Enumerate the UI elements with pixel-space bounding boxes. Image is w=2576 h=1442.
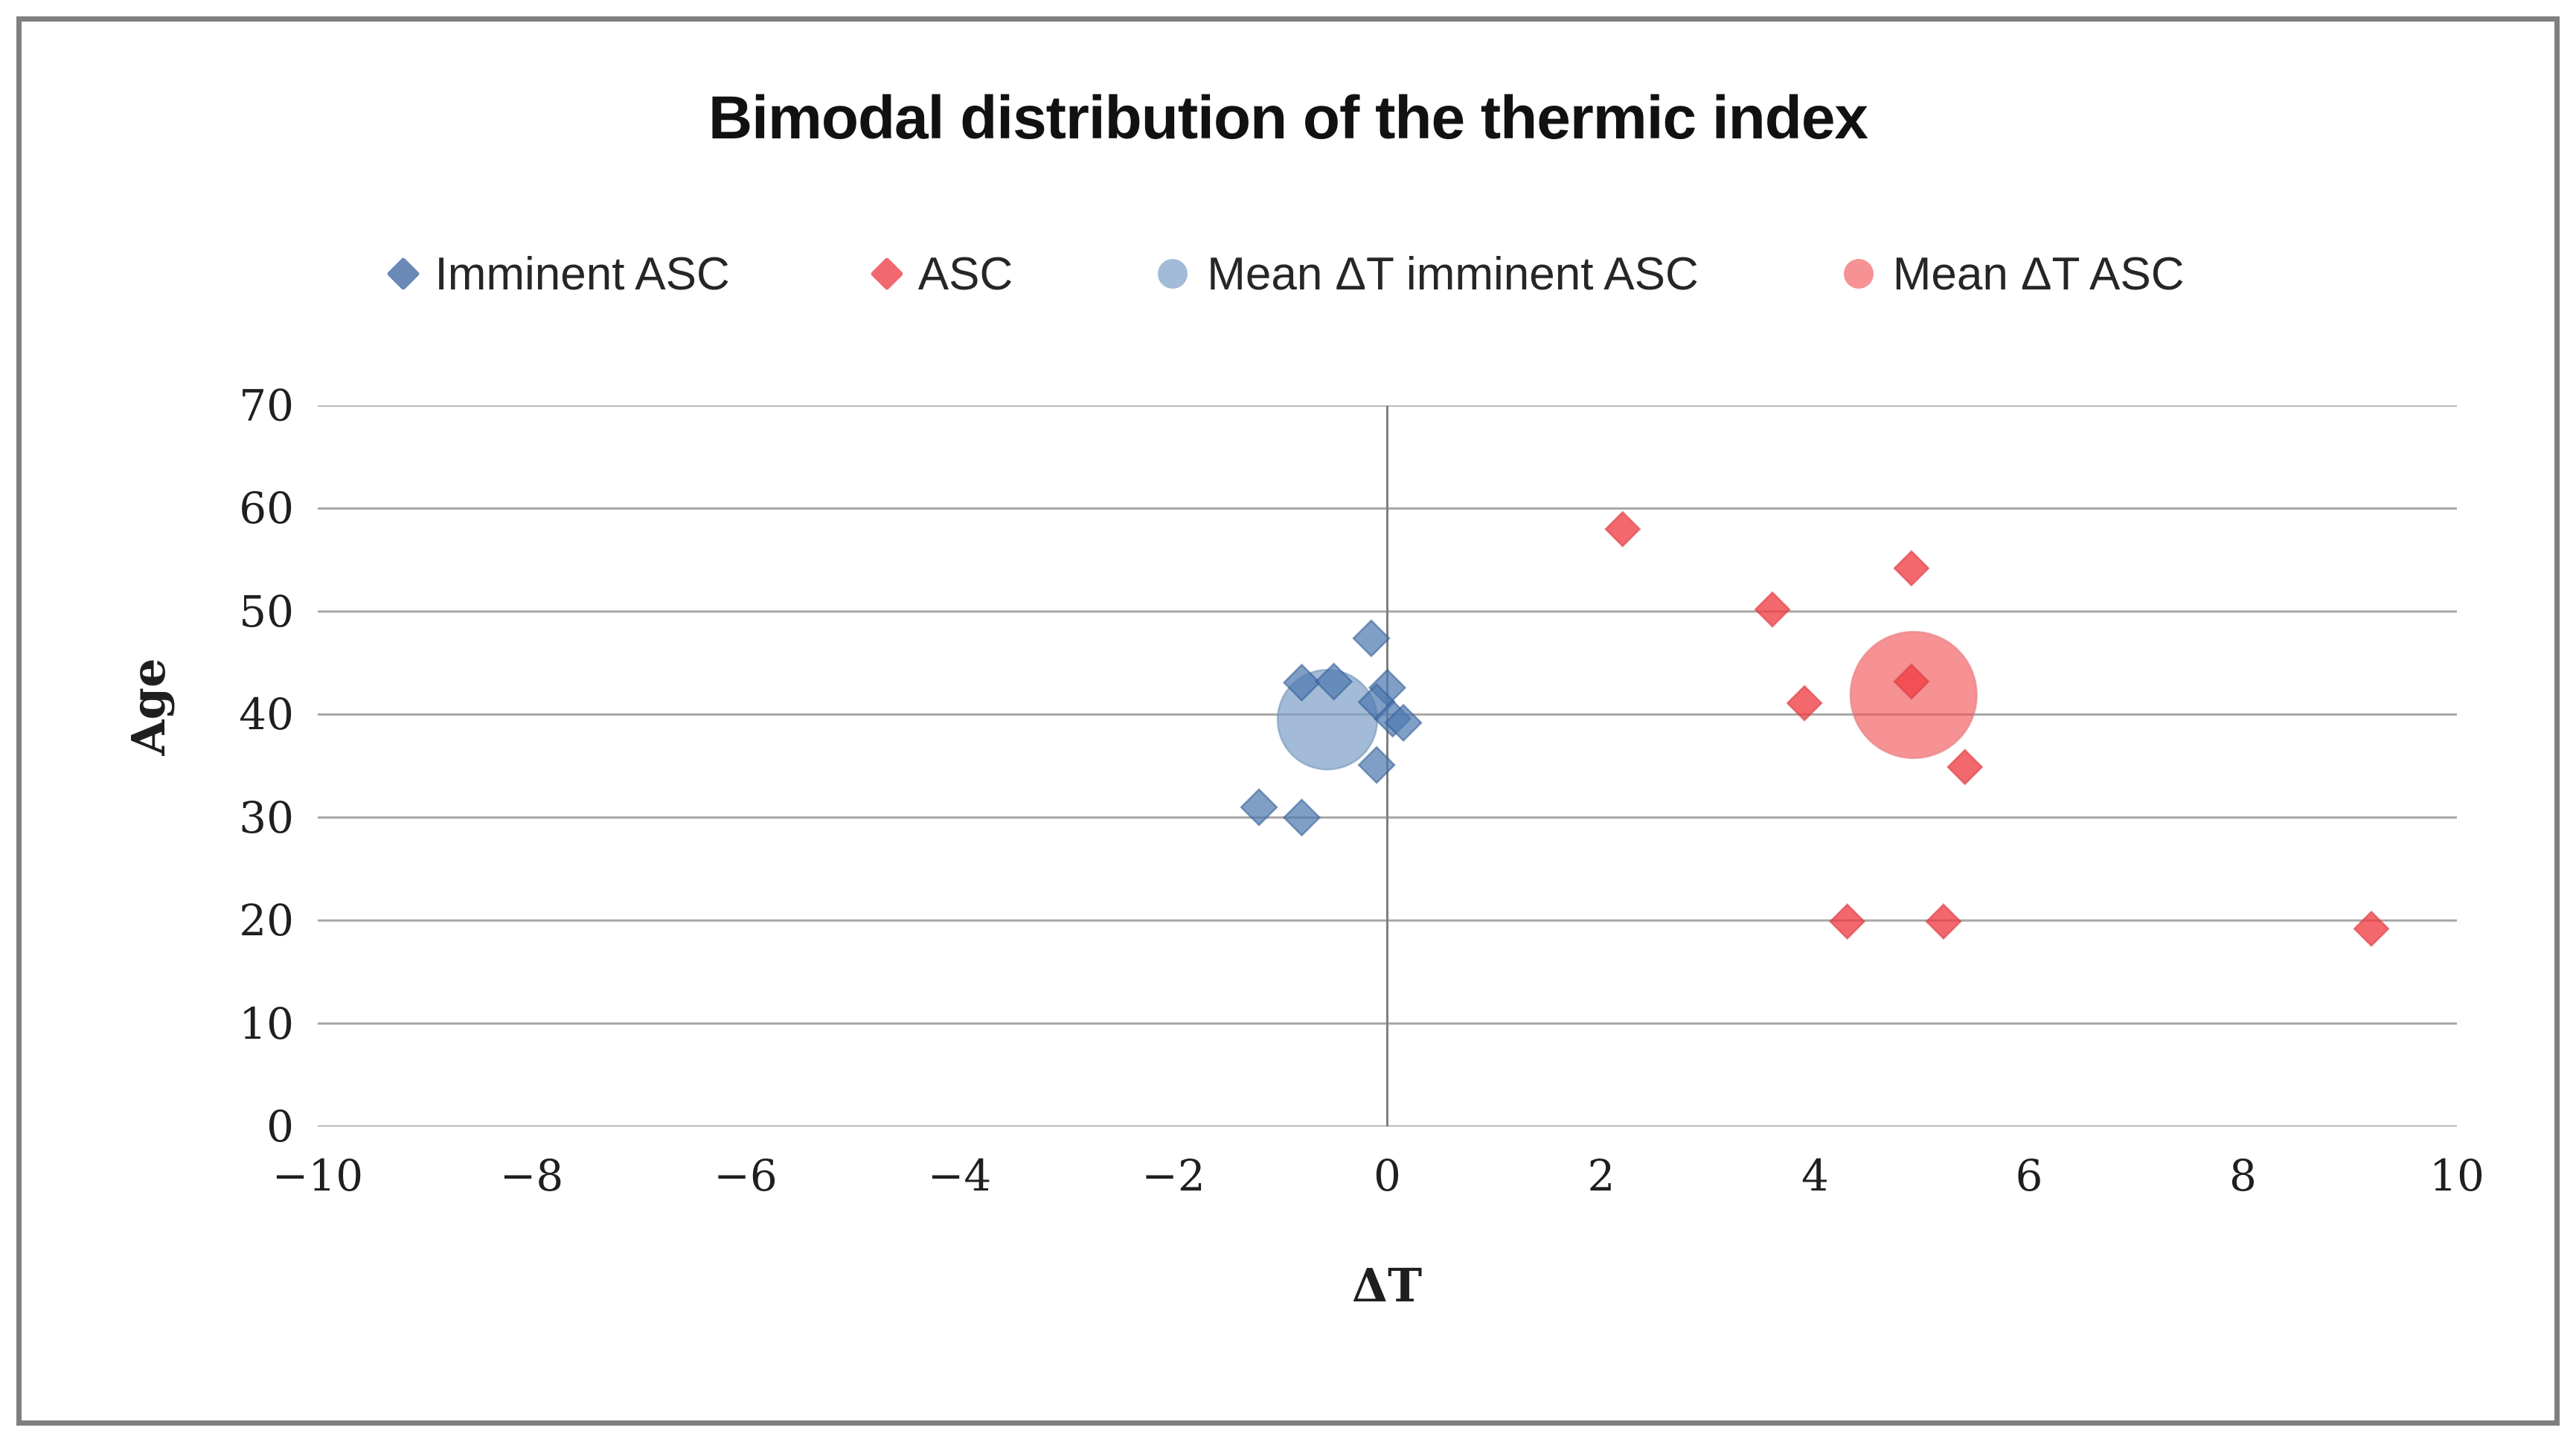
x-tick-label--2: −2 bbox=[1141, 1150, 1205, 1201]
legend-item-mean-t-asc[interactable]: Mean ΔT ASC bbox=[1843, 248, 2185, 301]
plot-area bbox=[318, 406, 2457, 1127]
legend-diamond-icon bbox=[386, 257, 421, 291]
data-point-imminent-asc bbox=[1314, 662, 1353, 701]
x-tick-label--8: −8 bbox=[499, 1150, 564, 1201]
x-tick-label--10: −10 bbox=[272, 1150, 364, 1201]
data-point-asc bbox=[1754, 591, 1791, 628]
y-tick-label-20: 20 bbox=[239, 895, 294, 946]
legend-label: Mean ΔT imminent ASC bbox=[1207, 248, 1699, 300]
x-axis-title: ΔT bbox=[1351, 1258, 1423, 1313]
x-tick-label-4: 4 bbox=[1801, 1150, 1829, 1201]
data-point-asc bbox=[1893, 549, 1930, 587]
y-tick-label-60: 60 bbox=[239, 483, 294, 534]
data-point-asc bbox=[1893, 663, 1930, 700]
x-tick-label-6: 6 bbox=[2015, 1150, 2043, 1201]
data-point-asc bbox=[1946, 749, 1984, 786]
x-tick-label-0: 0 bbox=[1374, 1150, 1401, 1201]
y-tick-label-30: 30 bbox=[239, 792, 294, 843]
y-tick-label-50: 50 bbox=[239, 586, 294, 637]
legend-item-mean-t-imminent-asc[interactable]: Mean ΔT imminent ASC bbox=[1158, 248, 1699, 301]
data-point-imminent-asc bbox=[1240, 788, 1278, 827]
legend-circle-icon bbox=[1158, 259, 1188, 289]
data-point-imminent-asc bbox=[1352, 619, 1391, 658]
chart-title: Bimodal distribution of the thermic inde… bbox=[708, 84, 1868, 152]
data-point-asc bbox=[1603, 510, 1641, 548]
x-tick-label-2: 2 bbox=[1587, 1150, 1615, 1201]
data-point-asc bbox=[1925, 903, 1962, 940]
legend-item-asc[interactable]: ASC bbox=[870, 248, 1013, 301]
data-point-imminent-asc bbox=[1384, 703, 1423, 743]
data-point-imminent-asc bbox=[1357, 746, 1396, 784]
legend-label: Mean ΔT ASC bbox=[1892, 248, 2185, 300]
legend: Imminent ASC ASC Mean ΔT imminent ASC Mean … bbox=[0, 237, 2576, 311]
x-tick-label-10: 10 bbox=[2429, 1150, 2484, 1201]
legend-circle-icon bbox=[1843, 259, 1874, 289]
y-tick-label-70: 70 bbox=[239, 380, 294, 431]
data-point-asc bbox=[1828, 903, 1866, 940]
y-tick-label-0: 0 bbox=[266, 1101, 294, 1152]
data-point-asc bbox=[1786, 685, 1823, 722]
y-tick-label-10: 10 bbox=[239, 998, 294, 1049]
x-tick-label--6: −6 bbox=[714, 1150, 778, 1201]
legend-label: ASC bbox=[917, 248, 1013, 300]
y-tick-label-40: 40 bbox=[239, 689, 294, 740]
x-tick-label-8: 8 bbox=[2229, 1150, 2257, 1201]
x-tick-label--4: −4 bbox=[927, 1150, 992, 1201]
legend-label: Imminent ASC bbox=[435, 248, 730, 300]
data-point-imminent-asc bbox=[1282, 663, 1321, 702]
data-point-asc bbox=[2353, 910, 2390, 947]
legend-item-imminent-asc[interactable]: Imminent ASC bbox=[386, 248, 730, 301]
data-point-imminent-asc bbox=[1282, 798, 1321, 837]
legend-diamond-icon bbox=[870, 257, 904, 291]
